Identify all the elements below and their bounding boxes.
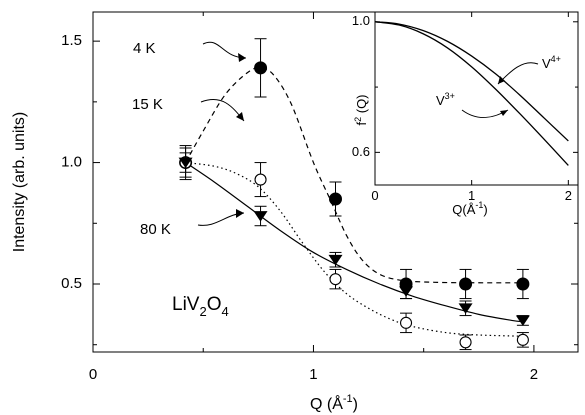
compound-part-d: 4 xyxy=(221,304,228,319)
inset-x-tick-label-0: 0 xyxy=(371,188,378,203)
marker-4k xyxy=(254,61,268,75)
inset-x-tick-label-1: 1 xyxy=(468,188,475,203)
inset-y-title-exp: 2 xyxy=(353,117,363,122)
inset-frame xyxy=(374,11,579,186)
label-15k: 15 K xyxy=(132,96,163,113)
x-tick-label-2: 2 xyxy=(530,366,538,383)
marker-15k xyxy=(329,273,342,286)
inset-background xyxy=(375,12,578,185)
main-tick-labels: 0 1 2 0.5 1.0 1.5 xyxy=(61,32,538,383)
series-layer xyxy=(178,38,530,351)
x-axis-title-main: Q ( xyxy=(310,396,333,413)
fit-curve-15k xyxy=(185,161,523,337)
marker-80k xyxy=(328,254,343,266)
label-v4plus-ion: V xyxy=(542,56,551,71)
x-axis-title-close: ) xyxy=(353,396,358,413)
marker-80k xyxy=(399,286,414,297)
marker-15k xyxy=(399,316,413,329)
inset-layer xyxy=(374,12,578,185)
marker-4k xyxy=(516,277,530,291)
inset-x-tick-label-2: 2 xyxy=(565,188,572,203)
x-tick-label-1: 1 xyxy=(309,366,317,383)
label-80k: 80 K xyxy=(140,221,171,238)
y-tick-label-1: 1.0 xyxy=(61,154,82,171)
arrow-v3plus-head xyxy=(500,110,508,116)
compound-part-b: 2 xyxy=(199,304,206,319)
compound-part-c: O xyxy=(207,294,222,315)
inset-curve-v4plus xyxy=(374,21,569,142)
label-v4plus-charge: 4+ xyxy=(551,54,561,64)
marker-80k xyxy=(458,303,473,314)
marker-4k xyxy=(459,277,473,291)
y-tick-label-2: 1.5 xyxy=(61,32,82,49)
inset-y-tick-label-1: 1.0 xyxy=(352,13,370,28)
label-v3plus-ion: V xyxy=(436,93,445,108)
marker-80k xyxy=(253,211,268,222)
fit-curve-80k xyxy=(185,162,523,323)
label-v3plus-charge: 3+ xyxy=(445,91,455,101)
inset-x-title-exp: -1 xyxy=(475,200,483,210)
x-tick-label-0: 0 xyxy=(89,366,97,383)
marker-15k xyxy=(254,173,267,186)
inset-chart: 0 1 2 0.6 1.0 Q(Å-1) f2 (Q) V4+ V3+ xyxy=(352,11,579,217)
inset-x-title-main: Q( xyxy=(452,202,467,217)
marker-80k xyxy=(178,157,193,169)
arrow-80k-head xyxy=(236,209,244,218)
label-4k: 4 K xyxy=(133,40,156,57)
compound-part-a: LiV xyxy=(172,294,200,315)
label-v4plus: V4+ xyxy=(542,54,561,71)
marker-4k xyxy=(329,192,342,206)
arrow-15k-head xyxy=(236,112,244,121)
marker-15k xyxy=(516,333,529,346)
inset-x-title: Q(Å-1) xyxy=(452,200,487,217)
x-axis-title-unit: Å xyxy=(332,394,343,413)
inset-y-title: f2 (Q) xyxy=(353,94,369,125)
arrow-v4plus-head xyxy=(498,76,505,84)
inset-y-title-rest: (Q) xyxy=(354,94,369,116)
x-axis-title-exp: -1 xyxy=(343,393,353,405)
inset-y-tick-label-0: 0.6 xyxy=(352,144,370,159)
compound-label: LiV2O4 xyxy=(172,294,229,319)
x-axis-title: Q (Å-1) xyxy=(310,393,358,413)
arrow-4k-head xyxy=(238,53,246,62)
y-tick-label-0: 0.5 xyxy=(61,275,82,292)
inset-curve-v3plus xyxy=(374,21,569,166)
y-axis-title: Intensity (arb. units) xyxy=(11,112,28,253)
inset-x-title-unit: Å xyxy=(467,202,476,217)
marker-80k xyxy=(515,315,530,327)
marker-15k xyxy=(459,336,472,349)
inset-x-title-close: ) xyxy=(483,202,487,217)
inset-y-title-main: f xyxy=(354,122,369,126)
label-v3plus: V3+ xyxy=(436,91,455,108)
fit-curve-4k xyxy=(185,67,523,284)
